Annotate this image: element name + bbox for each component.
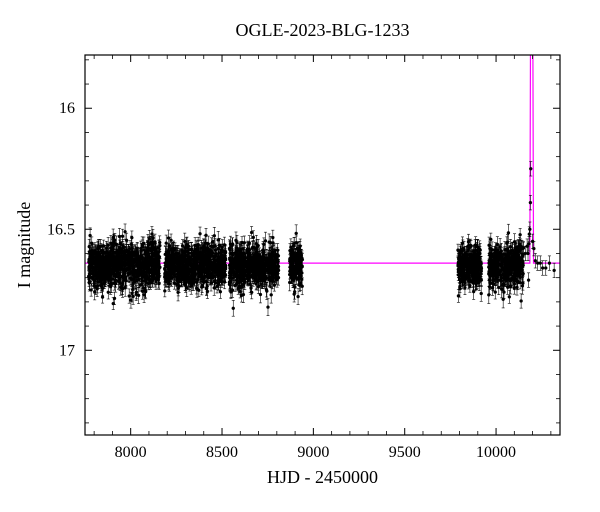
x-tick-label: 8500 [206, 444, 238, 461]
x-tick-label: 9000 [297, 444, 329, 461]
y-tick-label: 16 [59, 100, 75, 117]
x-tick-label: 8000 [115, 444, 147, 461]
y-tick-label: 16.5 [47, 221, 75, 238]
lightcurve-chart: OGLE-2023-BLG-1233 8000 8500 9000 9500 10000 1… [0, 0, 600, 512]
chart-title: OGLE-2023-BLG-1233 [236, 20, 410, 40]
y-tick-label: 17 [59, 342, 75, 359]
x-tick-label: 10000 [476, 444, 516, 461]
x-tick-label: 9500 [389, 444, 421, 461]
x-axis-label: HJD - 2450000 [267, 467, 378, 487]
plot-svg: OGLE-2023-BLG-1233 8000 8500 9000 9500 10000 1… [0, 0, 600, 512]
data-layer [85, 0, 560, 316]
y-axis-label: I magnitude [14, 202, 34, 288]
